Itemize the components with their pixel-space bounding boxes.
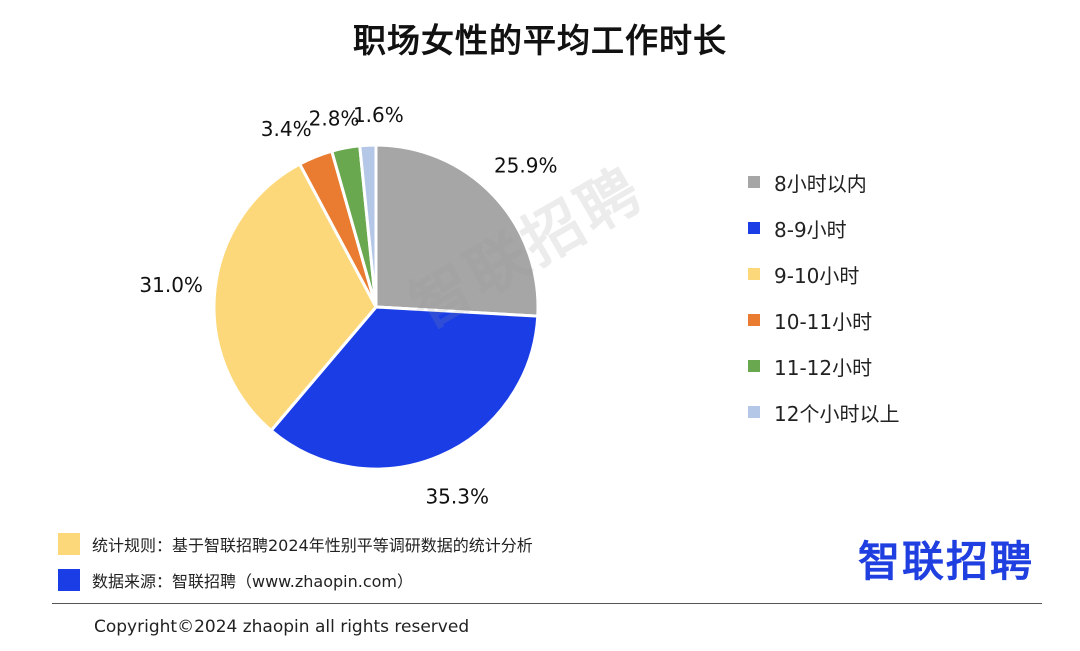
legend-swatch-1 (748, 176, 760, 188)
pie-chart: 25.9% 35.3% 31.0% 3.4%2.8%1.6% (139, 103, 558, 508)
legend-label-6: 12个小时以上 (774, 401, 900, 426)
legend-item-4: 10-11小时 (748, 297, 899, 343)
legend-swatch-4 (748, 314, 760, 326)
brand-logo: 智联招聘 (857, 537, 1034, 586)
legend-item-2: 8-9小时 (748, 205, 899, 251)
note-rule-swatch (58, 533, 80, 555)
data-label-2: 35.3% (425, 484, 489, 508)
note-source-swatch (58, 569, 80, 591)
divider (52, 603, 1042, 604)
notes: 统计规则：基于智联招聘2024年性别平等调研数据的统计分析 数据来源：智联招聘（… (58, 526, 533, 598)
legend-label-4: 10-11小时 (774, 309, 873, 334)
data-label-1: 25.9% (494, 154, 558, 178)
legend-swatch-6 (748, 406, 760, 418)
legend-item-5: 11-12小时 (748, 343, 899, 389)
legend-label-1: 8小时以内 (774, 171, 867, 196)
chart-title: 职场女性的平均工作时长 (353, 21, 727, 60)
pie-slice-1 (374, 143, 540, 318)
data-label-5: 2.8% (309, 106, 360, 130)
legend-label-3: 9-10小时 (774, 263, 860, 288)
data-label-6: 1.6% (353, 103, 404, 127)
legend-swatch-5 (748, 360, 760, 372)
legend-item-3: 9-10小时 (748, 251, 899, 297)
note-source: 数据来源：智联招聘（www.zhaopin.com） (58, 562, 533, 598)
legend-label-5: 11-12小时 (774, 355, 873, 380)
copyright-footer: Copyright©2024 zhaopin all rights reserv… (94, 617, 470, 637)
pie-slice-2 (269, 305, 540, 471)
legend-item-6: 12个小时以上 (748, 389, 899, 435)
legend-item-1: 8小时以内 (748, 159, 899, 205)
chart-legend: 8小时以内 8-9小时 9-10小时 10-11小时 11-12小时 12个小时以上 (748, 159, 899, 435)
pie-slice-6 (358, 143, 378, 308)
note-rule-text: 统计规则：基于智联招聘2024年性别平等调研数据的统计分析 (92, 536, 533, 555)
note-rule: 统计规则：基于智联招聘2024年性别平等调研数据的统计分析 (58, 526, 533, 562)
pie-slice-3 (212, 162, 378, 433)
legend-swatch-2 (748, 222, 760, 234)
data-label-3: 31.0% (139, 273, 203, 297)
legend-swatch-3 (748, 268, 760, 280)
legend-label-2: 8-9小时 (774, 217, 847, 242)
data-label-4: 3.4% (261, 117, 312, 141)
note-source-text: 数据来源：智联招聘（www.zhaopin.com） (92, 572, 414, 591)
